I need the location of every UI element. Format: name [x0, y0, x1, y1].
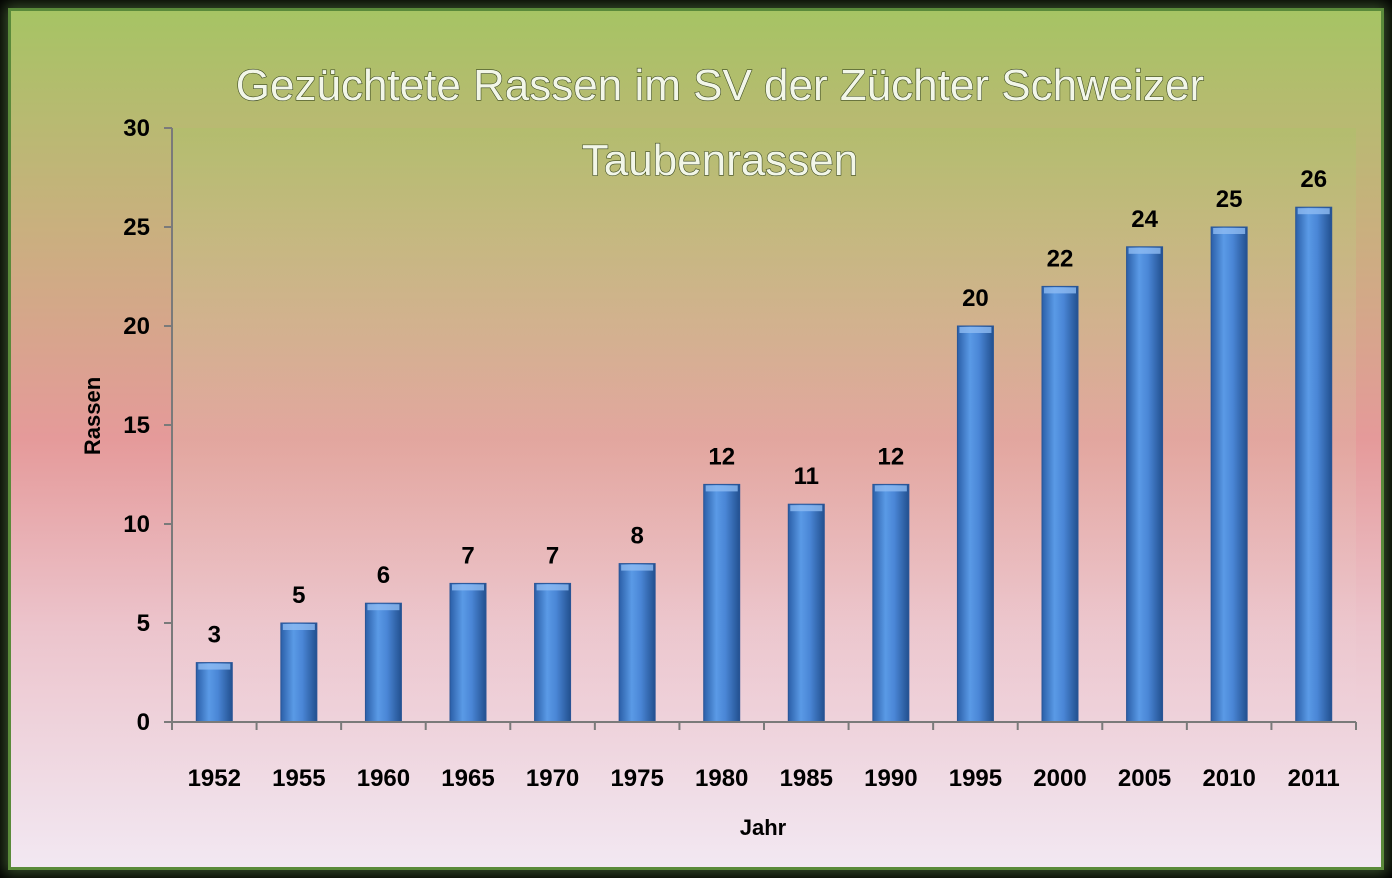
- x-tick-label: 2000: [1033, 765, 1086, 792]
- bar-highlight: [1213, 228, 1246, 234]
- bar-highlight: [790, 505, 823, 512]
- bar-value-label: 24: [1131, 206, 1158, 233]
- y-tick-label: 15: [123, 412, 150, 439]
- y-tick-label: 30: [123, 115, 150, 142]
- bar-value-label: 26: [1300, 166, 1327, 193]
- x-tick-label: 1960: [357, 765, 410, 792]
- bar: [1295, 206, 1333, 723]
- x-tick-label: 1975: [610, 765, 663, 792]
- bar-value-label: 25: [1216, 186, 1243, 213]
- x-tick-label: 1980: [695, 765, 748, 792]
- x-axis-title: Jahr: [740, 815, 787, 840]
- y-tick-label: 25: [123, 214, 150, 241]
- x-tick-label: 1955: [272, 765, 325, 792]
- bar-value-label: 5: [292, 582, 305, 609]
- bar-value-label: 6: [377, 562, 390, 589]
- bar-highlight: [621, 564, 654, 571]
- bar: [195, 662, 233, 723]
- bar: [618, 563, 656, 723]
- bar: [449, 582, 487, 723]
- bar-value-label: 11: [794, 463, 819, 490]
- chart-title-line-1: Gezüchtete Rassen im SV der Züchter Schw…: [236, 61, 1204, 110]
- bar: [280, 622, 318, 723]
- bar-highlight: [536, 584, 569, 591]
- bar: [703, 483, 741, 723]
- bar-value-label: 12: [708, 443, 735, 470]
- x-tick-label: 1995: [949, 765, 1002, 792]
- x-tick-label: 2011: [1288, 765, 1340, 792]
- bar-highlight: [959, 327, 992, 333]
- bar: [1041, 285, 1079, 723]
- plot-area: [172, 128, 1356, 722]
- x-tick-label: 1985: [780, 765, 833, 792]
- bar-highlight: [705, 485, 738, 492]
- chart-title-line-2: Taubenrassen: [582, 136, 858, 185]
- bar-value-label: 3: [208, 622, 221, 649]
- x-tick-label: 1952: [188, 765, 241, 792]
- bar-highlight: [1297, 208, 1330, 215]
- bar-value-label: 20: [962, 285, 989, 312]
- x-tick-label: 1970: [526, 765, 579, 792]
- bar: [872, 483, 910, 723]
- y-axis-title: Rassen: [80, 377, 105, 455]
- bar-highlight: [874, 485, 907, 492]
- y-tick-label: 0: [137, 709, 150, 736]
- bar: [787, 503, 825, 723]
- x-tick-label: 1990: [864, 765, 917, 792]
- bar-value-label: 12: [878, 443, 905, 470]
- chart-title: Gezüchtete Rassen im SV der Züchter Schw…: [235, 60, 1205, 185]
- bar-highlight: [282, 624, 315, 630]
- bar: [1126, 246, 1164, 723]
- y-tick-label: 20: [123, 313, 150, 340]
- bar-highlight: [1128, 247, 1161, 254]
- bar: [956, 325, 994, 723]
- bar-value-label: 7: [461, 542, 474, 569]
- bars-group: 3 5 6 7 7 8 12 11 12 20 22 24 25 26: [195, 166, 1333, 723]
- bar-highlight: [1044, 287, 1076, 294]
- bar: [1210, 226, 1248, 723]
- bar-value-label: 22: [1047, 245, 1074, 272]
- bar-highlight: [198, 663, 231, 670]
- x-tick-label: 2005: [1118, 765, 1171, 792]
- y-tick-label: 5: [137, 610, 150, 637]
- bar-highlight: [367, 604, 400, 611]
- bar: [534, 582, 572, 723]
- bar-highlight: [452, 584, 484, 591]
- bar-value-label: 7: [546, 542, 559, 569]
- bar-value-label: 8: [630, 523, 643, 550]
- x-tick-label: 2010: [1202, 765, 1255, 792]
- axes-group: 0 5 10 15 20 25 30 1952 1955 1960 1965 1970 1975 1980…: [123, 115, 1357, 792]
- y-tick-label: 10: [123, 511, 150, 538]
- bar: [364, 602, 402, 723]
- x-tick-label: 1965: [441, 765, 494, 792]
